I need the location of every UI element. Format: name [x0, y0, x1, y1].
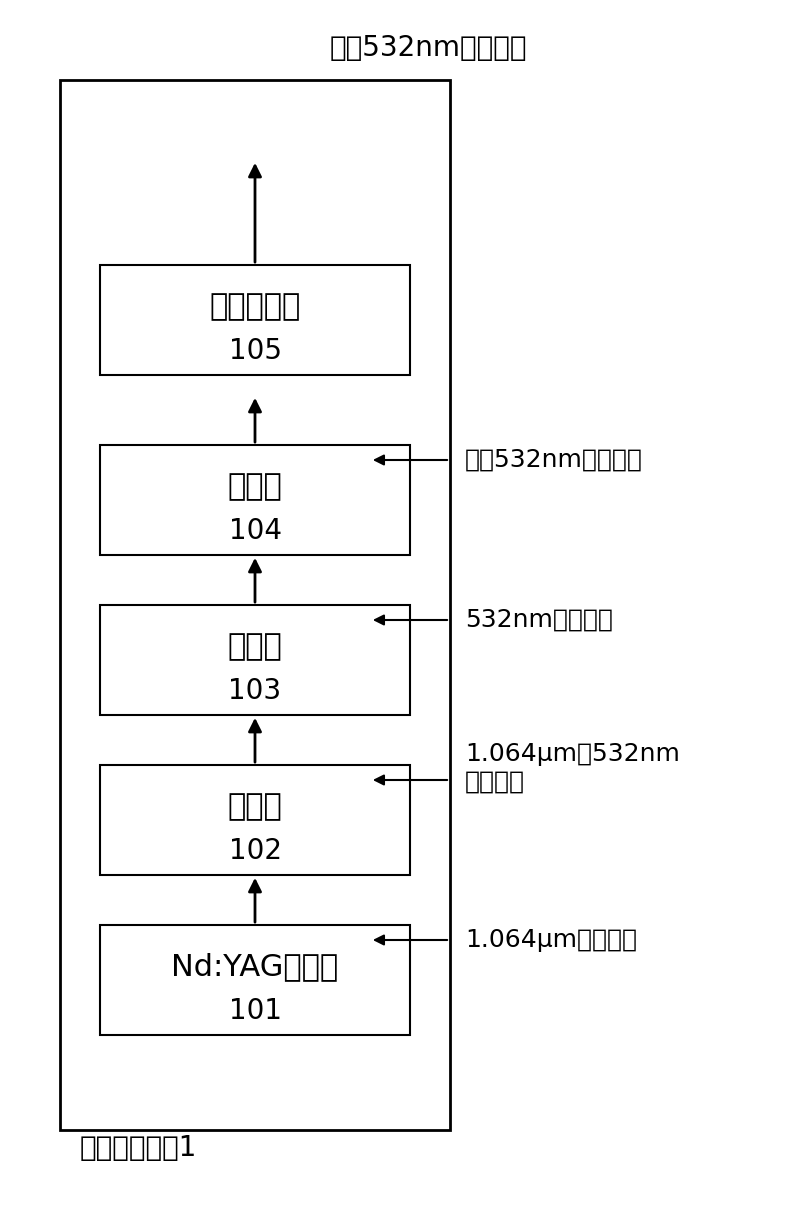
- Text: 105: 105: [229, 337, 282, 365]
- Text: 准直532nm脉冲激光: 准直532nm脉冲激光: [465, 448, 643, 473]
- Bar: [100, 766, 410, 875]
- Text: 激光发射系统1: 激光发射系统1: [80, 1134, 198, 1162]
- Text: 102: 102: [229, 836, 282, 864]
- Text: 532nm脉冲激光: 532nm脉冲激光: [465, 608, 613, 632]
- Text: 扩束镜: 扩束镜: [228, 473, 282, 502]
- Text: 1.064μm脉冲激光: 1.064μm脉冲激光: [465, 928, 637, 952]
- Text: 1.064μm和532nm
脉冲激光: 1.064μm和532nm 脉冲激光: [465, 742, 680, 794]
- Text: 104: 104: [229, 516, 282, 545]
- Bar: [100, 444, 410, 556]
- Bar: [100, 265, 410, 375]
- Bar: [60, 81, 450, 1129]
- Text: 准直532nm脉冲激光: 准直532nm脉冲激光: [330, 34, 527, 62]
- Bar: [100, 604, 410, 716]
- Text: 分光器: 分光器: [228, 632, 282, 662]
- Text: Nd:YAG激光器: Nd:YAG激光器: [171, 952, 338, 982]
- Text: 101: 101: [229, 996, 282, 1024]
- Text: 光学发射器: 光学发射器: [210, 292, 301, 321]
- Text: 倍频器: 倍频器: [228, 792, 282, 822]
- Bar: [100, 926, 410, 1035]
- Text: 103: 103: [229, 676, 282, 705]
